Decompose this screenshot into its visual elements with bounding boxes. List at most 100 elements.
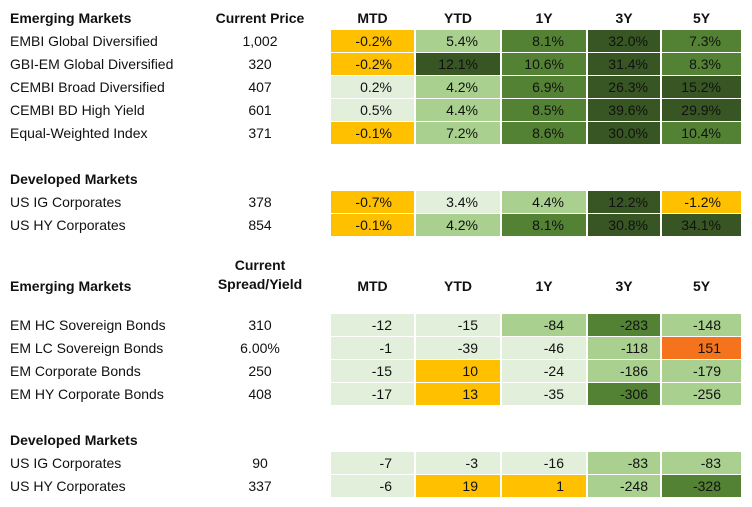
current-value: 6.00% (240, 340, 280, 356)
column-header-mtd: MTD (357, 10, 388, 26)
value-cell: 34.1% (662, 214, 741, 236)
value-cell: 10.6% (502, 53, 586, 75)
value-cell: 10.4% (662, 122, 741, 144)
value-cell: 7.3% (662, 30, 741, 52)
value-cell: -12 (331, 314, 414, 336)
row-label: US IG Corporates (10, 455, 122, 471)
value-cell: 7.2% (416, 122, 500, 144)
value-cell: 12.2% (588, 191, 660, 213)
table-row: EM LC Sovereign Bonds 6.00% -1 -39 -46 -118 15… (0, 337, 752, 360)
value-cell: -17 (331, 383, 414, 405)
value-cell: 13 (416, 383, 500, 405)
row-label: EM Corporate Bonds (10, 363, 141, 379)
value-cell: 31.4% (588, 53, 660, 75)
row-label: CEMBI BD High Yield (10, 102, 145, 118)
table-row: Equal-Weighted Index 371 -0.1% 7.2% 8.6% 30.0… (0, 122, 752, 145)
row-label: EM HY Corporate Bonds (10, 386, 164, 402)
value-cell: 10 (416, 360, 500, 382)
column-header-3y: 3Y (615, 10, 633, 26)
value-cell: 5.4% (416, 30, 500, 52)
value-cell: -179 (662, 360, 741, 382)
row-label: GBI-EM Global Diversified (10, 56, 174, 72)
value-cell: -148 (662, 314, 741, 336)
value-cell: -83 (588, 452, 660, 474)
row-label: Equal-Weighted Index (10, 125, 148, 141)
table-row: EMBI Global Diversified 1,002 -0.2% 5.4% 8.1… (0, 30, 752, 53)
value-cell: 30.8% (588, 214, 660, 236)
value-cell: -6 (331, 475, 414, 497)
value-cell: 0.5% (331, 99, 414, 121)
column-header-3y: 3Y (615, 278, 633, 294)
value-cell: 8.6% (502, 122, 586, 144)
current-value: 250 (248, 363, 272, 379)
current-value: 320 (248, 56, 272, 72)
table-row: US IG Corporates 378 -0.7% 3.4% 4.4% 12.2% -1.… (0, 191, 752, 214)
value-cell: -24 (502, 360, 586, 382)
value-cell: -0.2% (331, 30, 414, 52)
value-cell: -39 (416, 337, 500, 359)
value-cell: 26.3% (588, 76, 660, 98)
current-value: 378 (248, 194, 272, 210)
current-value: 408 (248, 386, 272, 402)
value-cell: -35 (502, 383, 586, 405)
row-label: US HY Corporates (10, 478, 126, 494)
column-header-ytd: YTD (444, 278, 472, 294)
value-cell: -0.7% (331, 191, 414, 213)
section-heading: Emerging Markets (10, 278, 132, 294)
value-cell: 29.9% (662, 99, 741, 121)
value-cell: -15 (331, 360, 414, 382)
table-row: CEMBI BD High Yield 601 0.5% 4.4% 8.5% 39.6% 2… (0, 99, 752, 122)
table-row: US HY Corporates 854 -0.1% 4.2% 8.1% 30.8% 34.… (0, 214, 752, 237)
value-cell: -46 (502, 337, 586, 359)
value-cell: -306 (588, 383, 660, 405)
value-cell: -16 (502, 452, 586, 474)
column-header-spread: Current Spread/Yield (214, 256, 306, 296)
value-cell: -1.2% (662, 191, 741, 213)
value-cell: 6.9% (502, 76, 586, 98)
value-cell: -1 (331, 337, 414, 359)
value-cell: -7 (331, 452, 414, 474)
value-cell: 4.4% (502, 191, 586, 213)
current-value: 854 (248, 217, 272, 233)
table-row: US HY Corporates 337 -6 19 1 -248 -328 (0, 475, 752, 498)
value-cell: 4.4% (416, 99, 500, 121)
table-row: EM HC Sovereign Bonds 310 -12 -15 -84 -283 -14… (0, 314, 752, 337)
value-cell: 3.4% (416, 191, 500, 213)
value-cell: 19 (416, 475, 500, 497)
table-row: GBI-EM Global Diversified 320 -0.2% 12.1% 10… (0, 53, 752, 76)
row-label: US HY Corporates (10, 217, 126, 233)
value-cell: -283 (588, 314, 660, 336)
value-cell: -0.1% (331, 122, 414, 144)
current-value: 371 (248, 125, 272, 141)
row-label: CEMBI Broad Diversified (10, 79, 165, 95)
column-header-mtd: MTD (357, 278, 388, 294)
section-heading: Developed Markets (10, 171, 138, 187)
column-header-ytd: YTD (444, 10, 472, 26)
value-cell: 4.2% (416, 76, 500, 98)
value-cell: -83 (662, 452, 741, 474)
value-cell: -15 (416, 314, 500, 336)
table-row: US IG Corporates 90 -7 -3 -16 -83 -83 (0, 452, 752, 475)
value-cell: 39.6% (588, 99, 660, 121)
column-header-1y: 1Y (535, 10, 553, 26)
current-value: 337 (248, 478, 272, 494)
section-row: Developed Markets (0, 429, 752, 452)
value-cell: 8.5% (502, 99, 586, 121)
row-label: US IG Corporates (10, 194, 122, 210)
value-cell: -3 (416, 452, 500, 474)
spread-header-row: Emerging Markets Current Spread/Yield MT… (0, 257, 752, 298)
value-cell: 1 (502, 475, 586, 497)
value-cell: -248 (588, 475, 660, 497)
row-label: EMBI Global Diversified (10, 33, 158, 49)
column-header-price: Current Price (215, 10, 305, 26)
value-cell: 12.1% (416, 53, 500, 75)
value-cell: -118 (588, 337, 660, 359)
value-cell: 32.0% (588, 30, 660, 52)
performance-header-row: Emerging Markets Current Price MTD YTD 1… (0, 7, 752, 30)
current-value: 90 (252, 455, 268, 471)
column-header-5y: 5Y (692, 10, 711, 26)
section-row: Developed Markets (0, 168, 752, 191)
value-cell: -84 (502, 314, 586, 336)
row-label: EM HC Sovereign Bonds (10, 317, 166, 333)
value-cell: -256 (662, 383, 741, 405)
